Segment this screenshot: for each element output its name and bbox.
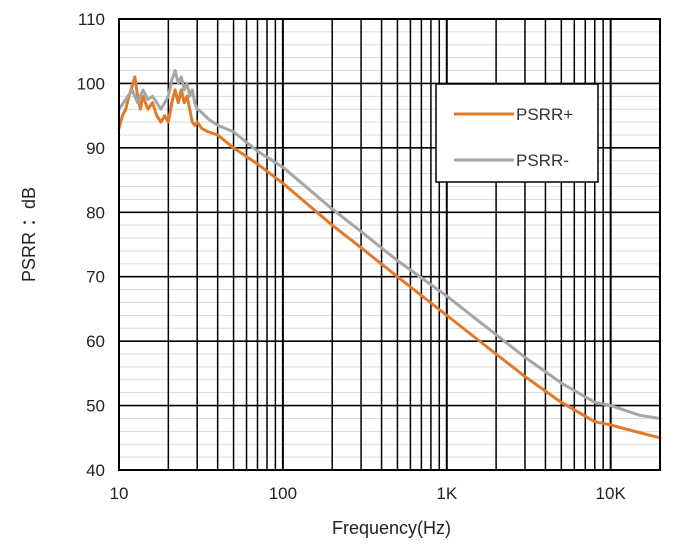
legend-box: [435, 83, 599, 183]
legend-label-psrr-plus: PSRR+: [516, 105, 573, 124]
x-tick-label: 1K: [436, 484, 457, 503]
x-tick-label: 100: [269, 484, 297, 503]
y-tick-label: 90: [86, 139, 105, 158]
legend-label-psrr-minus: PSRR-: [516, 151, 569, 170]
x-tick-label: 10: [110, 484, 129, 503]
y-tick-label: 110: [78, 10, 105, 29]
y-axis-label: PSRR ：dB: [19, 187, 39, 282]
y-tick-label: 50: [86, 397, 105, 416]
y-tick-label: 60: [86, 332, 105, 351]
y-tick-label: 40: [86, 461, 105, 480]
y-tick-labels: 40 50 60 70 80 90 100 110: [77, 10, 105, 480]
series-layer: [117, 69, 662, 440]
series-line-psrrplus: [117, 75, 662, 440]
legend: PSRR+ PSRR-: [435, 83, 599, 183]
y-tick-label: 80: [86, 203, 105, 222]
series-line-psrrminus: [117, 69, 662, 420]
y-tick-label: 70: [86, 268, 105, 287]
x-tick-label: 10K: [596, 484, 627, 503]
x-tick-labels: 10 100 1K 10K: [110, 484, 627, 503]
x-axis-label: Frequency(Hz): [332, 518, 451, 538]
y-tick-label: 100: [77, 74, 105, 93]
plot-frame: [118, 18, 661, 471]
